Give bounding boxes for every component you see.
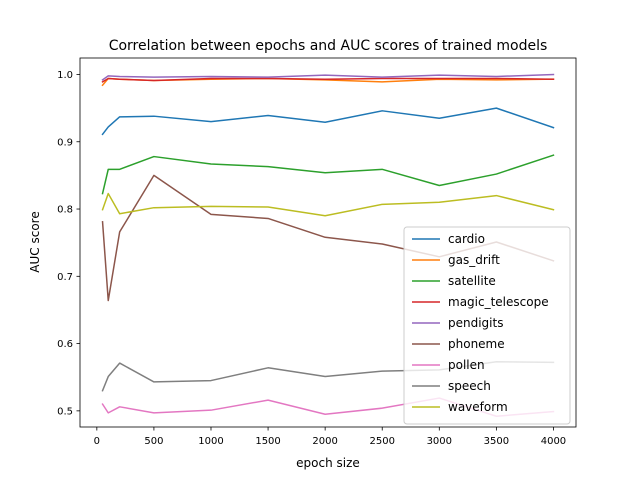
legend-label-gas-drift: gas_drift xyxy=(448,253,500,267)
x-tick-label: 1000 xyxy=(198,436,223,447)
chart-title: Correlation between epochs and AUC score… xyxy=(109,38,548,54)
x-tick-label: 500 xyxy=(144,436,163,447)
x-tick-label: 1500 xyxy=(255,436,280,447)
y-tick-label: 0.6 xyxy=(57,339,73,350)
legend-label-satellite: satellite xyxy=(448,274,496,288)
series-layer xyxy=(101,73,555,417)
legend-box xyxy=(403,226,571,425)
y-tick-label: 0.7 xyxy=(57,272,73,283)
x-axis-label: epoch size xyxy=(296,456,360,470)
series-line-satellite xyxy=(101,154,555,195)
x-tick-label: 3000 xyxy=(427,436,452,447)
x-tick-label: 2500 xyxy=(369,436,394,447)
y-axis-label: AUC score xyxy=(28,211,42,272)
legend-label-cardio: cardio xyxy=(448,232,485,246)
y-tick-label: 0.8 xyxy=(57,205,73,216)
legend: cardio gas_drift satellite magic_telescopep… xyxy=(403,226,571,425)
series-line-waveform xyxy=(101,192,555,217)
x-tick-label: 2000 xyxy=(312,436,337,447)
y-tick-label: 1.0 xyxy=(57,70,73,81)
series-line-pendigits xyxy=(101,73,555,81)
axes-layer: 0 500 1000 1500 2000 2500 3000 3500 4000 0.5 0.6 0.… xyxy=(57,57,577,447)
plot-frame xyxy=(79,57,577,428)
legend-label-magic-telescope: magic_telescope xyxy=(448,295,549,309)
x-tick-label: 3500 xyxy=(484,436,509,447)
legend-label-phoneme: phoneme xyxy=(448,337,505,351)
legend-label-waveform: waveform xyxy=(448,400,508,414)
x-tick-label: 4000 xyxy=(541,436,566,447)
series-line-magic-telescope xyxy=(101,77,555,83)
y-tick-label: 0.5 xyxy=(57,406,73,417)
y-tick-label: 0.9 xyxy=(57,137,73,148)
legend-label-pendigits: pendigits xyxy=(448,316,503,330)
x-tick-label: 0 xyxy=(94,436,100,447)
legend-label-speech: speech xyxy=(448,379,491,393)
legend-label-pollen: pollen xyxy=(448,358,485,372)
series-line-cardio xyxy=(101,107,555,136)
